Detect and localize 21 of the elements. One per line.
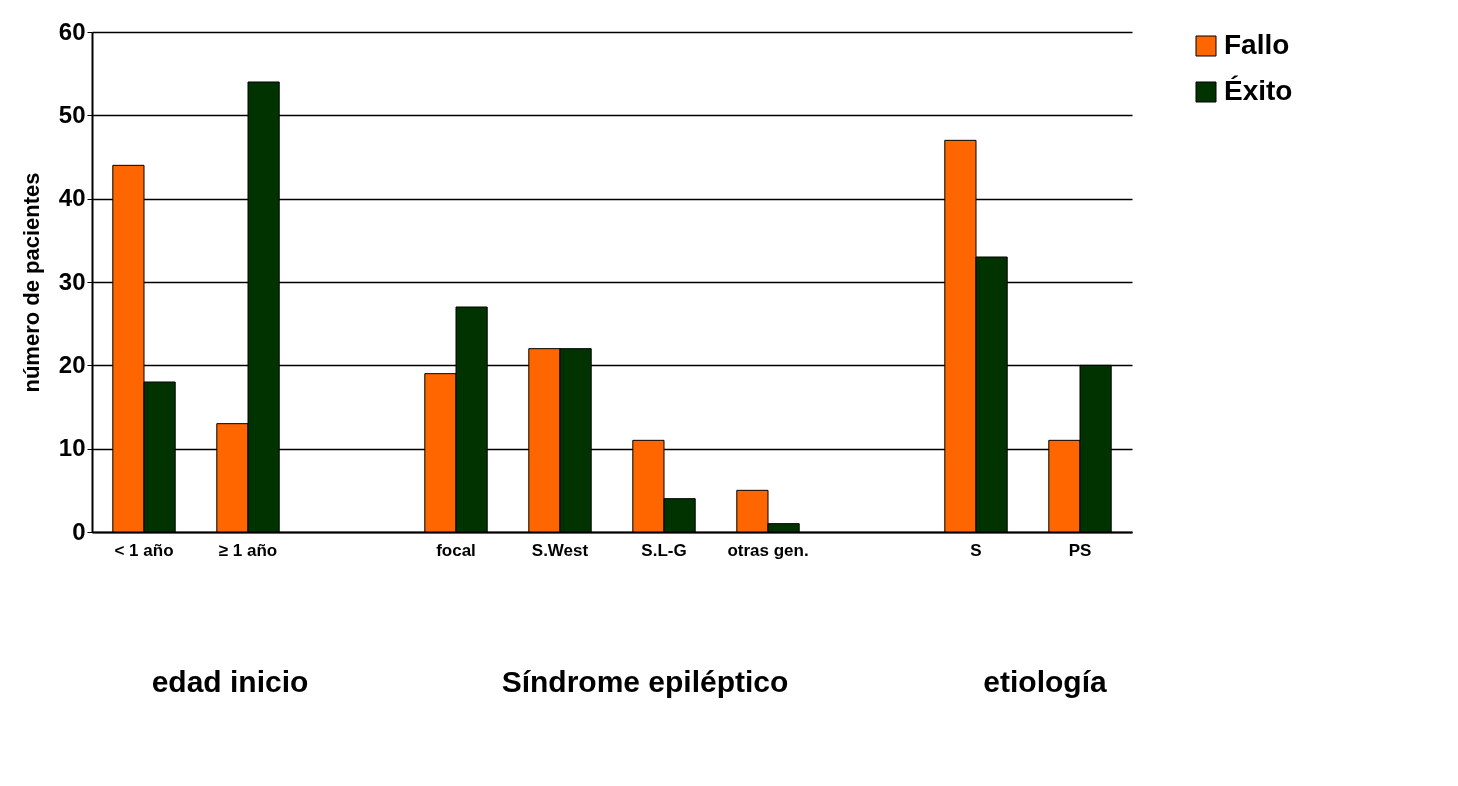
text: etiología — [983, 665, 1107, 699]
x-tick-label: S — [970, 540, 982, 560]
y-tick-label: 30 — [58, 267, 86, 295]
legend-label: Éxito — [1224, 75, 1293, 106]
x-tick-label: ≥ 1 año — [218, 540, 278, 560]
y-tick-label: 60 — [58, 17, 86, 45]
legend-label: Fallo — [1224, 29, 1290, 60]
y-axis-title: número de pacientes — [18, 172, 44, 393]
x-tick-label: otras gen. — [727, 540, 809, 560]
text: edad inicio — [151, 665, 309, 699]
text: Síndrome epiléptico — [501, 665, 789, 699]
y-tick-label: 20 — [58, 350, 86, 378]
x-tick-label: S.L-G — [641, 540, 687, 560]
y-tick-label: 10 — [58, 434, 86, 462]
y-tick-label: 40 — [58, 184, 86, 212]
x-tick-label: < 1 año — [114, 540, 174, 560]
y-tick-label: 0 — [72, 517, 86, 545]
y-tick-label: 50 — [58, 100, 86, 128]
x-tick-label: focal — [436, 540, 476, 560]
x-tick-label: S.West — [531, 540, 589, 560]
x-tick-label: PS — [1068, 540, 1092, 560]
